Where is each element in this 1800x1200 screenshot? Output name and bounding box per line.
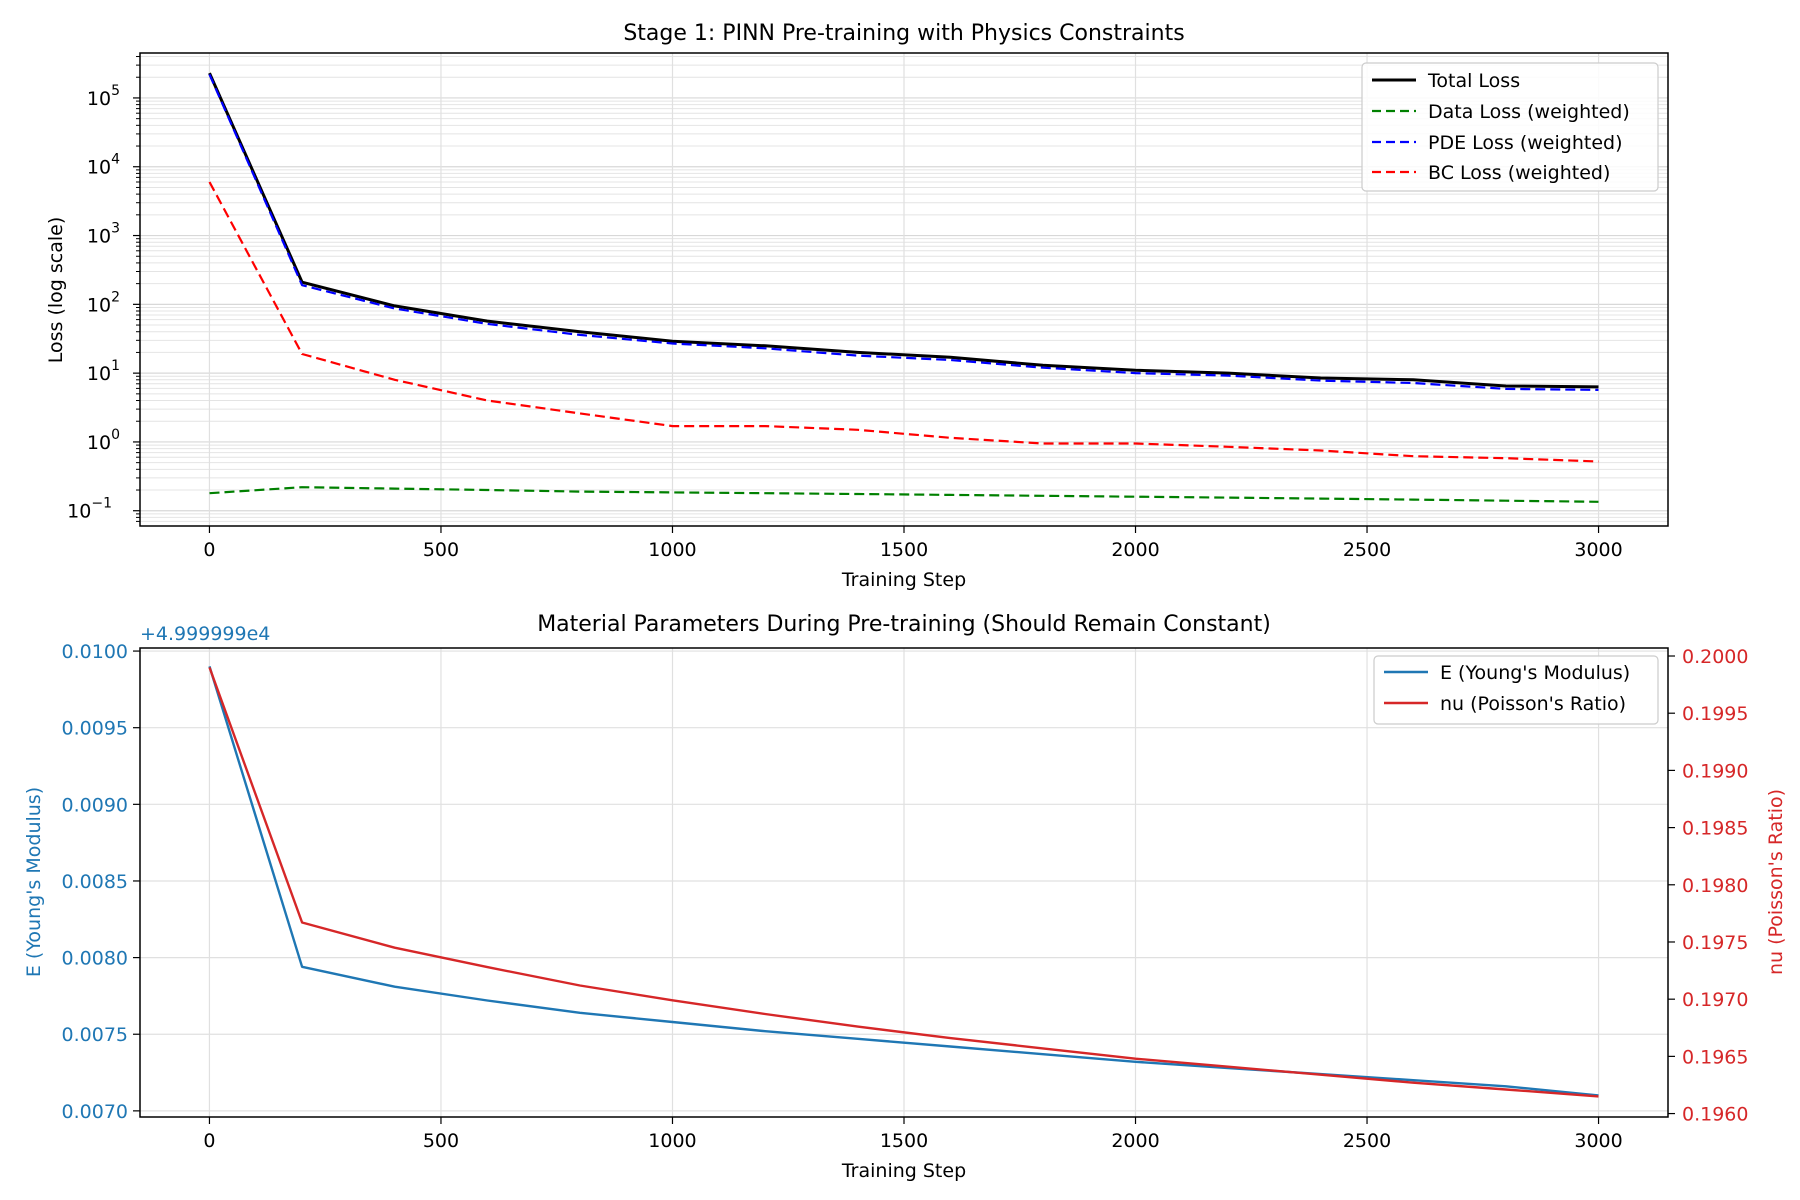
material-chart: Material Parameters During Pre-training … [23,612,1787,1182]
e-axis-tick-label: 0.0090 [62,794,128,816]
nu-axis-tick-label: 0.1985 [1682,818,1748,840]
nu-axis-tick-label: 0.2000 [1682,646,1748,668]
y-tick-label: 102 [87,289,120,316]
y-tick-label: 104 [87,152,120,179]
legend-label-e: E (Young's Modulus) [1440,662,1630,684]
e-axis-tick-label: 0.0085 [62,871,128,893]
e-axis-tick-label: 0.0080 [62,948,128,970]
nu-axis-label: nu (Poisson's Ratio) [1765,789,1787,975]
series-line-e-young-s-modulus [208,666,1599,1097]
y-tick-label: 103 [87,221,120,248]
nu-axis-tick-label: 0.1960 [1682,1104,1748,1126]
legend-label-nu: nu (Poisson's Ratio) [1440,693,1626,715]
y-tick-exponent: 1 [111,358,120,374]
y-tick-exponent: 4 [111,152,120,168]
loss-legend-box [1361,62,1659,192]
material-legend: E (Young's Modulus) nu (Poisson's Ratio) [1373,655,1659,725]
nu-axis-tick-label: 0.1990 [1682,760,1748,782]
legend-label-pde-loss: PDE Loss (weighted) [1428,132,1622,154]
x-tick-label: 1500 [880,539,928,561]
legend-label-bc-loss: BC Loss (weighted) [1428,162,1610,184]
y-tick-label: 10−1 [67,496,112,523]
y-tick-exponent: −1 [91,496,112,512]
x-tick-label: 2500 [1343,1130,1391,1152]
e-axis-tick-label: 0.0075 [62,1024,128,1046]
material-chart-title: Material Parameters During Pre-training … [537,612,1271,637]
material-x-axis-label: Training Step [841,1160,966,1182]
y-tick-exponent: 2 [111,289,120,305]
material-x-ticks: 0 500 1000 1500 2000 2500 3000 [203,1117,1623,1152]
e-axis-tick-label: 0.0100 [62,641,128,663]
loss-x-axis-label: Training Step [841,569,966,591]
e-axis-tick-label: 0.0070 [62,1101,128,1123]
x-tick-label: 2500 [1343,539,1391,561]
series-line-bc-loss-weighted [208,181,1599,463]
material-lines [208,666,1599,1098]
x-tick-label: 1000 [648,539,696,561]
x-tick-label: 1500 [880,1130,928,1152]
loss-chart: Stage 1: PINN Pre-training with Physics … [45,21,1669,591]
x-tick-label: 0 [203,1130,215,1152]
series-line-data-loss-weighted [209,486,1599,503]
loss-lines [208,72,1599,503]
nu-axis-tick-label: 0.1995 [1682,703,1748,725]
material-grid [140,648,1668,1117]
loss-y-axis-label: Loss (log scale) [45,217,67,364]
x-tick-label: 2000 [1111,1130,1159,1152]
e-axis-tick-label: 0.0095 [62,718,128,740]
y-tick-label: 101 [87,358,120,385]
e-axis-ticks: 0.0070 0.0075 0.0080 0.0085 0.0090 0.0095 0.01… [62,641,140,1123]
y-tick-label: 105 [87,83,120,110]
nu-axis-tick-label: 0.1965 [1682,1046,1748,1068]
series-line-total-loss [208,72,1599,389]
nu-axis-tick-label: 0.1980 [1682,875,1748,897]
x-tick-label: 0 [203,539,215,561]
loss-legend: Total Loss Data Loss (weighted) PDE Loss… [1361,62,1659,192]
y-tick-exponent: 3 [111,221,120,237]
legend-label-data-loss: Data Loss (weighted) [1428,101,1630,123]
y-tick-exponent: 5 [111,83,120,99]
x-tick-label: 3000 [1574,539,1622,561]
loss-chart-title: Stage 1: PINN Pre-training with Physics … [623,21,1184,46]
e-axis-offset-label: +4.999999e4 [140,623,270,645]
x-tick-label: 2000 [1111,539,1159,561]
y-tick-exponent: 0 [111,427,120,443]
loss-x-ticks: 0 500 1000 1500 2000 2500 3000 [203,526,1623,561]
x-tick-label: 3000 [1574,1130,1622,1152]
legend-label-total-loss: Total Loss [1427,70,1520,92]
y-tick-label: 100 [87,427,120,454]
nu-axis-tick-label: 0.1975 [1682,932,1748,954]
nu-axis-ticks: 0.1960 0.1965 0.1970 0.1975 0.1980 0.1985 0.19… [1668,646,1748,1126]
nu-axis-tick-label: 0.1970 [1682,989,1748,1011]
material-legend-box [1373,655,1659,725]
x-tick-label: 500 [423,539,459,561]
series-line-nu-poisson-s-ratio [208,666,1599,1098]
x-tick-label: 1000 [648,1130,696,1152]
e-axis-label: E (Young's Modulus) [23,787,45,977]
x-tick-label: 500 [423,1130,459,1152]
